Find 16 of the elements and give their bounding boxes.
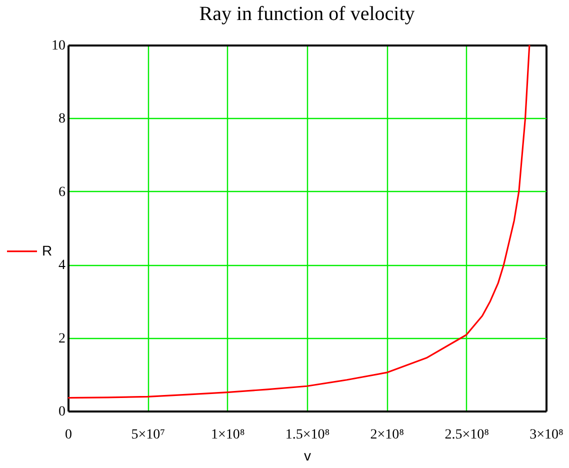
y-tick-label: 0 [58,404,66,420]
legend-label: R [42,242,52,258]
y-tick-label: 2 [58,331,66,346]
x-tick-label: 5×10⁷ [131,428,166,442]
y-tick-label: 10 [52,38,66,54]
line-series [68,45,530,399]
x-tick-label: 1.5×10⁸ [285,428,330,442]
y-tick-label: 4 [58,258,66,274]
x-tick-label: 2×10⁸ [370,428,404,442]
x-tick-label: 1×10⁸ [210,428,245,442]
chart-title: Ray in function of velocity [199,3,415,25]
y-tick-label: 6 [58,184,66,200]
x-axis-title: v [304,448,311,464]
x-tick-label: 2.5×10⁸ [444,428,490,442]
y-tick-label: 8 [58,112,66,127]
x-tick-label: 3×10⁸ [530,428,564,442]
